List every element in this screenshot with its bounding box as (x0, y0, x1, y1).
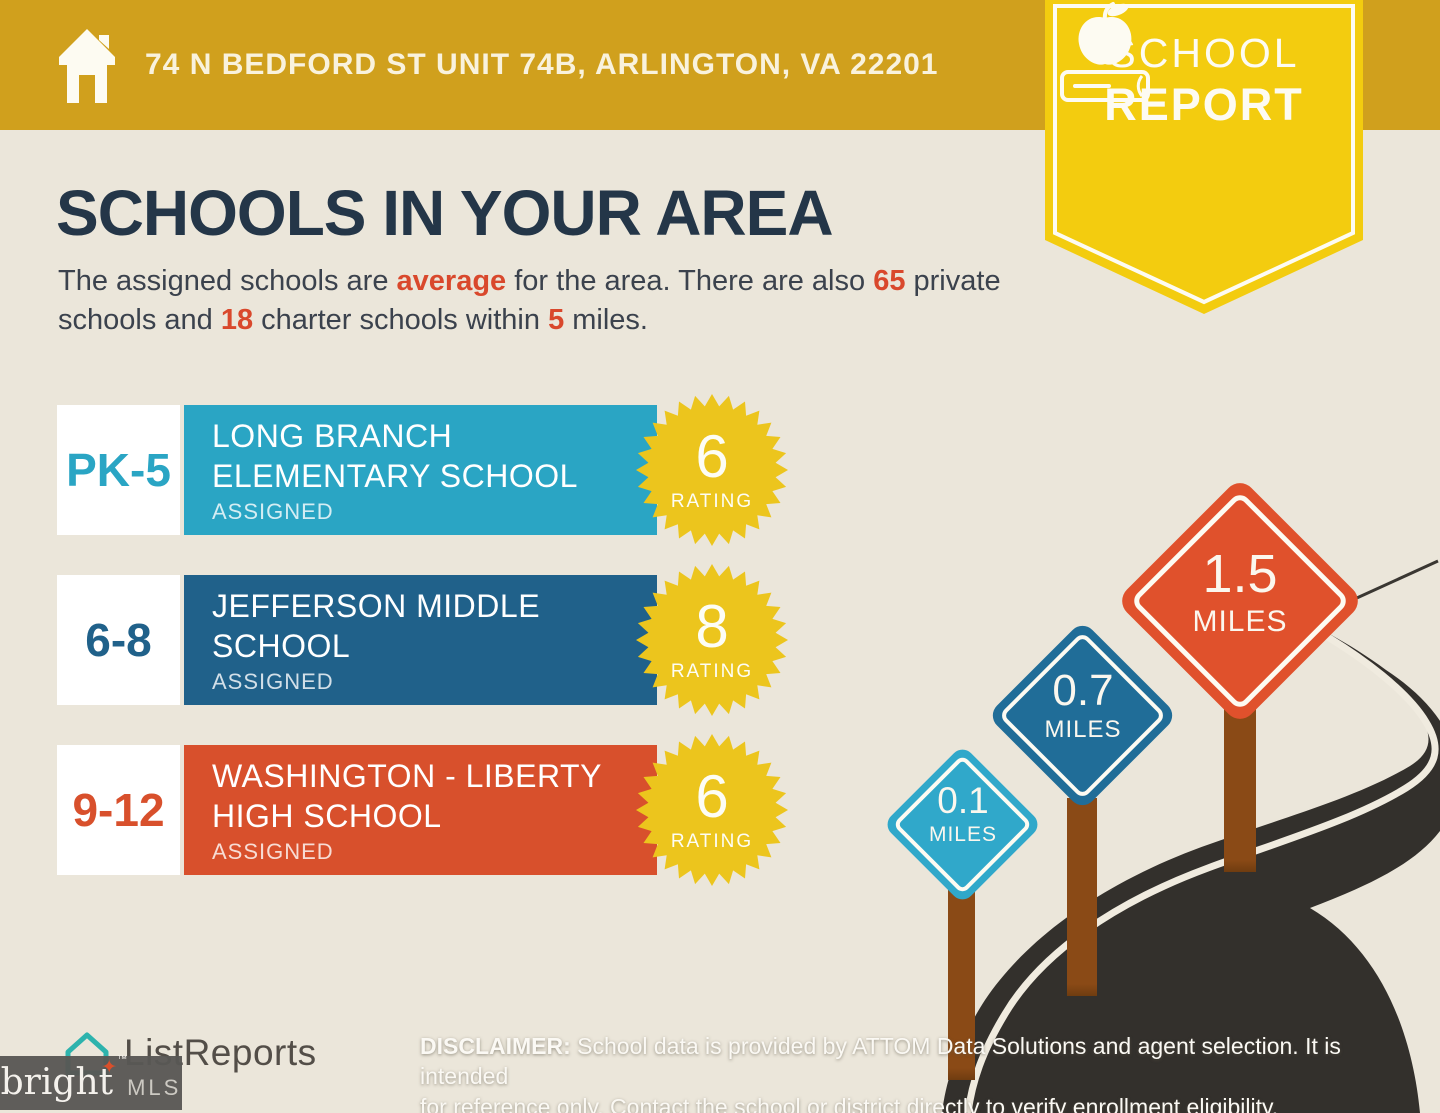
rating-label: RATING (670, 491, 754, 512)
sign-post (948, 888, 975, 1080)
distance-value: 0.1 (937, 780, 989, 821)
starburst-icon (636, 564, 788, 716)
road-center-line (964, 626, 1439, 1113)
rating-value-wrap: 6 RATING (632, 730, 792, 890)
rating-badge-middle: 8 RATING (632, 560, 792, 720)
distance-sign-text: 1.5 MILES (1160, 546, 1320, 639)
intro-paragraph: The assigned schools are average for the… (58, 265, 1001, 336)
school-bar: LONG BRANCH ELEMENTARY SCHOOL ASSIGNED (184, 405, 657, 535)
ribbon-shape (1045, 0, 1363, 314)
rating-label: RATING (670, 661, 754, 682)
school-name: LONG BRANCH ELEMENTARY SCHOOL (212, 418, 578, 494)
rating-value-wrap: 8 RATING (632, 560, 792, 720)
distance-value: 0.7 (1052, 666, 1114, 715)
grade-range: 6-8 (57, 575, 180, 705)
bright-mls-logo: bright ✦ ™ MLS (0, 1054, 182, 1110)
school-row-middle: 6-8 JEFFERSON MIDDLE SCHOOL ASSIGNED (57, 575, 657, 705)
page-title: SCHOOLS IN YOUR AREA (56, 177, 834, 249)
property-address: 74 N BEDFORD ST UNIT 74B, ARLINGTON, VA … (145, 48, 939, 81)
bright-star-icon: ✦ (101, 1056, 118, 1078)
school-report-ribbon: SCHOOL REPORT (1045, 0, 1363, 320)
school-row-elementary: PK-5 LONG BRANCH ELEMENTARY SCHOOL ASSIG… (57, 405, 657, 535)
distance-value: 1.5 (1202, 544, 1278, 604)
distance-unit: MILES (1192, 604, 1288, 638)
distance-unit: MILES (928, 822, 998, 846)
trademark-symbol: ™ (117, 1054, 128, 1065)
disclaimer-text: DISCLAIMER: School data is provided by A… (420, 1033, 1341, 1113)
mls-wordmark: MLS (127, 1075, 182, 1100)
rating-badge-high: 6 RATING (632, 730, 792, 890)
rating-value-wrap: 6 RATING (632, 390, 792, 550)
school-bar: JEFFERSON MIDDLE SCHOOL ASSIGNED (184, 575, 657, 705)
rating-label: RATING (670, 831, 754, 852)
distance-unit: MILES (1044, 716, 1122, 744)
bright-wordmark: bright ✦ ™ (0, 1054, 128, 1103)
sign-post (1067, 798, 1097, 996)
school-name: JEFFERSON MIDDLE SCHOOL (212, 588, 541, 664)
apple-on-books-icon (1060, 2, 1150, 102)
starburst-icon (636, 734, 788, 886)
assigned-label: ASSIGNED (212, 839, 334, 865)
rating-number: 6 (695, 423, 729, 490)
intro-highlight-charter-count: 18 (220, 303, 254, 336)
intro-highlight-average: average (396, 265, 507, 297)
distance-sign-text: 0.1 MILES (883, 780, 1043, 847)
distant-road-line (1347, 559, 1439, 604)
grade-range: PK-5 (57, 405, 180, 535)
intro-highlight-private-count: 65 (873, 265, 906, 297)
distance-sign-text: 0.7 MILES (1003, 666, 1163, 744)
assigned-label: ASSIGNED (212, 499, 334, 525)
intro-text: The assigned schools are (58, 265, 397, 297)
sign-post (1224, 700, 1256, 872)
road-surface (942, 626, 1440, 1113)
assigned-label: ASSIGNED (212, 669, 334, 695)
school-list: PK-5 LONG BRANCH ELEMENTARY SCHOOL ASSIG… (57, 405, 657, 915)
school-bar: WASHINGTON - LIBERTY HIGH SCHOOL ASSIGNE… (184, 745, 657, 875)
grade-range: 9-12 (57, 745, 180, 875)
intro-highlight-miles: 5 (548, 303, 565, 336)
home-icon (59, 29, 115, 103)
school-row-high: 9-12 WASHINGTON - LIBERTY HIGH SCHOOL AS… (57, 745, 657, 875)
ribbon-word-school: SCHOOL (1108, 30, 1300, 76)
rating-number: 8 (695, 593, 729, 660)
starburst-icon (636, 394, 788, 546)
disclaimer-label: DISCLAIMER: (420, 1033, 571, 1059)
school-name: WASHINGTON - LIBERTY HIGH SCHOOL (212, 758, 602, 834)
rating-badge-elementary: 6 RATING (632, 390, 792, 550)
rating-number: 6 (695, 763, 729, 830)
